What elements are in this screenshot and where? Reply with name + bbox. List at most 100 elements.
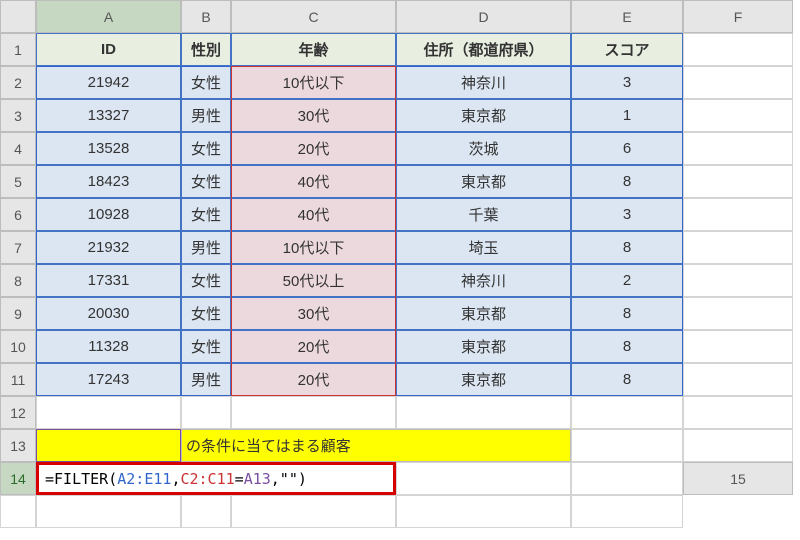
col-header-F[interactable]: F	[683, 0, 793, 33]
cell-F11[interactable]	[683, 363, 793, 396]
cell-E7[interactable]: 8	[571, 231, 683, 264]
cell-E9[interactable]: 8	[571, 297, 683, 330]
cell-B7[interactable]: 男性	[181, 231, 231, 264]
cell-B10[interactable]: 女性	[181, 330, 231, 363]
col-header-A[interactable]: A	[36, 0, 181, 33]
cell-r12-4[interactable]	[571, 396, 683, 429]
cell-C4[interactable]: 20代	[231, 132, 396, 165]
cell-r12-3[interactable]	[396, 396, 571, 429]
cell-F14[interactable]	[571, 462, 683, 495]
cell-A7[interactable]: 21932	[36, 231, 181, 264]
cell-E5[interactable]: 8	[571, 165, 683, 198]
cell-D9[interactable]: 東京都	[396, 297, 571, 330]
row-header-7[interactable]: 7	[0, 231, 36, 264]
cell-F2[interactable]	[683, 66, 793, 99]
cell-r12-2[interactable]	[231, 396, 396, 429]
cell-D7[interactable]: 埼玉	[396, 231, 571, 264]
cell-C2[interactable]: 10代以下	[231, 66, 396, 99]
cell-F6[interactable]	[683, 198, 793, 231]
row-header-4[interactable]: 4	[0, 132, 36, 165]
spreadsheet-grid[interactable]: ABCDEF1ID性別年齢住所（都道府県）スコア221942女性10代以下神奈川…	[0, 0, 800, 528]
cell-B3[interactable]: 男性	[181, 99, 231, 132]
cell-F7[interactable]	[683, 231, 793, 264]
cell-r15-4[interactable]	[396, 495, 571, 528]
cell-E8[interactable]: 2	[571, 264, 683, 297]
cell-A10[interactable]: 11328	[36, 330, 181, 363]
cell-F3[interactable]	[683, 99, 793, 132]
cell-A8[interactable]: 17331	[36, 264, 181, 297]
header-cell-D[interactable]: 住所（都道府県）	[396, 33, 571, 66]
cell-C11[interactable]: 20代	[231, 363, 396, 396]
cell-r15-1[interactable]	[36, 495, 181, 528]
cell-C10[interactable]: 20代	[231, 330, 396, 363]
row-header-14[interactable]: 14	[0, 462, 36, 495]
col-header-D[interactable]: D	[396, 0, 571, 33]
cell-F8[interactable]	[683, 264, 793, 297]
cell-E11[interactable]: 8	[571, 363, 683, 396]
cell-r15-5[interactable]	[571, 495, 683, 528]
cell-B11[interactable]: 男性	[181, 363, 231, 396]
select-all-corner[interactable]	[0, 0, 36, 33]
cell-C5[interactable]: 40代	[231, 165, 396, 198]
cell-r15-2[interactable]	[181, 495, 231, 528]
header-cell-C[interactable]: 年齢	[231, 33, 396, 66]
row-header-10[interactable]: 10	[0, 330, 36, 363]
cell-C3[interactable]: 30代	[231, 99, 396, 132]
cell-B4[interactable]: 女性	[181, 132, 231, 165]
row-header-5[interactable]: 5	[0, 165, 36, 198]
row-header-12[interactable]: 12	[0, 396, 36, 429]
cell-r12-1[interactable]	[181, 396, 231, 429]
header-cell-E[interactable]: スコア	[571, 33, 683, 66]
header-cell-B[interactable]: 性別	[181, 33, 231, 66]
cell-B5[interactable]: 女性	[181, 165, 231, 198]
cell-A9[interactable]: 20030	[36, 297, 181, 330]
col-header-C[interactable]: C	[231, 0, 396, 33]
header-cell-A[interactable]: ID	[36, 33, 181, 66]
col-header-B[interactable]: B	[181, 0, 231, 33]
cell-A5[interactable]: 18423	[36, 165, 181, 198]
cell-F13[interactable]	[683, 429, 793, 462]
cell-E4[interactable]: 6	[571, 132, 683, 165]
cell-D4[interactable]: 茨城	[396, 132, 571, 165]
row-header-1[interactable]: 1	[0, 33, 36, 66]
col-header-E[interactable]: E	[571, 0, 683, 33]
cell-B2[interactable]: 女性	[181, 66, 231, 99]
cell-F4[interactable]	[683, 132, 793, 165]
cell-E6[interactable]: 3	[571, 198, 683, 231]
row-header-15[interactable]: 15	[683, 462, 793, 495]
cell-B8[interactable]: 女性	[181, 264, 231, 297]
cell-A6[interactable]: 10928	[36, 198, 181, 231]
cell-A4[interactable]: 13528	[36, 132, 181, 165]
cell-D2[interactable]: 神奈川	[396, 66, 571, 99]
row-header-3[interactable]: 3	[0, 99, 36, 132]
cell-F1[interactable]	[683, 33, 793, 66]
row-header-13[interactable]: 13	[0, 429, 36, 462]
row-header-6[interactable]: 6	[0, 198, 36, 231]
cell-E14[interactable]	[396, 462, 571, 495]
cell-E10[interactable]: 8	[571, 330, 683, 363]
row-header-8[interactable]: 8	[0, 264, 36, 297]
cell-C7[interactable]: 10代以下	[231, 231, 396, 264]
cell-E2[interactable]: 3	[571, 66, 683, 99]
cell-D3[interactable]: 東京都	[396, 99, 571, 132]
cell-B13[interactable]: の条件に当てはまる顧客	[181, 429, 571, 462]
cell-E3[interactable]: 1	[571, 99, 683, 132]
cell-A2[interactable]: 21942	[36, 66, 181, 99]
cell-D10[interactable]: 東京都	[396, 330, 571, 363]
cell-C8[interactable]: 50代以上	[231, 264, 396, 297]
cell-D5[interactable]: 東京都	[396, 165, 571, 198]
cell-B6[interactable]: 女性	[181, 198, 231, 231]
cell-r12-5[interactable]	[683, 396, 793, 429]
cell-r15-3[interactable]	[231, 495, 396, 528]
cell-E13[interactable]	[571, 429, 683, 462]
cell-A3[interactable]: 13327	[36, 99, 181, 132]
cell-F9[interactable]	[683, 297, 793, 330]
row-header-11[interactable]: 11	[0, 363, 36, 396]
cell-D8[interactable]: 神奈川	[396, 264, 571, 297]
cell-A13[interactable]	[36, 429, 181, 462]
row-header-2[interactable]: 2	[0, 66, 36, 99]
cell-A11[interactable]: 17243	[36, 363, 181, 396]
cell-C9[interactable]: 30代	[231, 297, 396, 330]
row-header-9[interactable]: 9	[0, 297, 36, 330]
cell-D11[interactable]: 東京都	[396, 363, 571, 396]
